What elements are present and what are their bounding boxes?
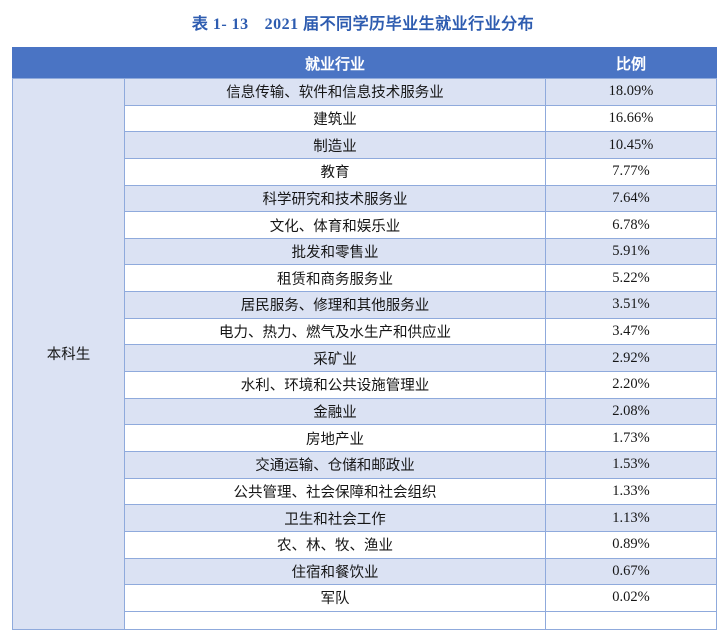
ratio-cell: 5.22%: [545, 264, 717, 293]
header-row: 就业行业 比例: [12, 47, 717, 79]
industry-cell: 采矿业: [124, 344, 546, 373]
ratio-cell: 18.09%: [545, 78, 717, 106]
caption-text: 2021 届不同学历毕业生就业行业分布: [264, 16, 535, 33]
ratio-cell: 1.33%: [545, 477, 717, 506]
industry-cell: 住宿和餐饮业: [124, 557, 546, 586]
industry-cell: 租赁和商务服务业: [124, 264, 546, 293]
ratio-cell: 3.51%: [545, 291, 717, 319]
ratio-cell: 16.66%: [545, 104, 717, 133]
table-body: 本科生 信息传输、软件和信息技术服务业 18.09% 建筑业 16.66% 制造业 10.4…: [12, 78, 717, 630]
col-header-ratio: 比例: [545, 47, 717, 79]
col-header-industry: 就业行业: [124, 47, 546, 79]
industry-cell: 制造业: [124, 131, 546, 159]
table-row: 水利、环境和公共设施管理业 2.20%: [13, 371, 717, 399]
table-header: 就业行业 比例: [12, 47, 717, 79]
ratio-cell: [545, 610, 717, 630]
industry-cell: 教育: [124, 157, 546, 186]
ratio-cell: 5.91%: [545, 237, 717, 266]
group-label-undergraduate: 本科生: [12, 78, 125, 630]
industry-cell: 公共管理、社会保障和社会组织: [124, 477, 546, 506]
ratio-cell: 6.78%: [545, 211, 717, 239]
table-row: 租赁和商务服务业 5.22%: [13, 264, 717, 293]
industry-cell: 房地产业: [124, 424, 546, 452]
industry-cell: 信息传输、软件和信息技术服务业: [124, 78, 546, 106]
industry-cell: 卫生和社会工作: [124, 504, 546, 532]
industry-cell: 军队: [124, 584, 546, 612]
ratio-cell: 1.73%: [545, 424, 717, 452]
industry-cell: 批发和零售业: [124, 237, 546, 266]
industry-cell: 建筑业: [124, 104, 546, 133]
table-row: 科学研究和技术服务业 7.64%: [13, 184, 717, 213]
table-row: 居民服务、修理和其他服务业 3.51%: [13, 291, 717, 319]
table-row: 公共管理、社会保障和社会组织 1.33%: [13, 477, 717, 506]
ratio-cell: 0.89%: [545, 530, 717, 559]
table-row: 金融业 2.08%: [13, 397, 717, 426]
table-row: 本科生 信息传输、软件和信息技术服务业 18.09%: [12, 78, 717, 630]
table-row: 交通运输、仓储和邮政业 1.53%: [13, 450, 717, 479]
header-cell-empty: [12, 47, 125, 79]
table-row: 军队 0.02%: [13, 584, 717, 612]
industry-cell: 农、林、牧、渔业: [124, 530, 546, 559]
table-row: 文化、体育和娱乐业 6.78%: [13, 211, 717, 239]
table-row: 教育 7.77%: [13, 157, 717, 186]
employment-industry-table: 就业行业 比例 本科生 信息传输、软件和信息技术服务业 18.09% 建筑业 16.66…: [12, 47, 717, 630]
ratio-cell: 3.47%: [545, 317, 717, 346]
industry-cell: 科学研究和技术服务业: [124, 184, 546, 213]
table-row: 批发和零售业 5.91%: [13, 237, 717, 266]
ratio-cell: 1.13%: [545, 504, 717, 532]
table-row: 农、林、牧、渔业 0.89%: [13, 530, 717, 559]
industry-cell: 居民服务、修理和其他服务业: [124, 291, 546, 319]
ratio-cell: 10.45%: [545, 131, 717, 159]
table-row: 采矿业 2.92%: [13, 344, 717, 373]
industry-cell: 电力、热力、燃气及水生产和供应业: [124, 317, 546, 346]
industry-cell: 文化、体育和娱乐业: [124, 211, 546, 239]
table-row: 房地产业 1.73%: [13, 424, 717, 452]
industry-cell: 水利、环境和公共设施管理业: [124, 371, 546, 399]
industry-cell: [124, 610, 546, 630]
table-caption: 表 1- 13 2021 届不同学历毕业生就业行业分布: [0, 10, 726, 34]
ratio-cell: 2.20%: [545, 371, 717, 399]
ratio-cell: 2.08%: [545, 397, 717, 426]
table-row: 建筑业 16.66%: [13, 104, 717, 133]
table-row: 卫生和社会工作 1.13%: [13, 504, 717, 532]
caption-number: 表 1- 13: [191, 16, 249, 33]
ratio-cell: 7.64%: [545, 184, 717, 213]
industry-cell: 金融业: [124, 397, 546, 426]
table-row: 住宿和餐饮业 0.67%: [13, 557, 717, 586]
ratio-cell: 2.92%: [545, 344, 717, 373]
industry-cell: 交通运输、仓储和邮政业: [124, 450, 546, 479]
ratio-cell: 0.67%: [545, 557, 717, 586]
ratio-cell: 7.77%: [545, 157, 717, 186]
ratio-cell: 1.53%: [545, 450, 717, 479]
ratio-cell: 0.02%: [545, 584, 717, 612]
